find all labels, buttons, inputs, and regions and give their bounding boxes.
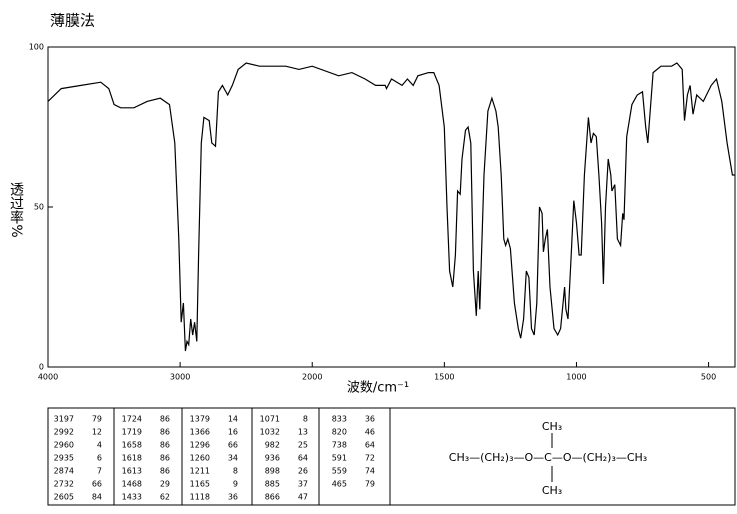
peak-value: 86 (160, 415, 170, 424)
peak-wavenumber: 1468 (122, 480, 142, 489)
peak-wavenumber: 1118 (190, 493, 210, 502)
y-tick-label: 100 (29, 43, 44, 52)
peak-value: 9 (233, 480, 238, 489)
peak-value: 7 (97, 467, 102, 476)
x-tick-label: 4000 (38, 373, 58, 382)
peak-wavenumber: 1260 (190, 454, 210, 463)
peak-wavenumber: 820 (332, 428, 347, 437)
peak-wavenumber: 1366 (190, 428, 210, 437)
peak-wavenumber: 982 (265, 441, 280, 450)
peak-value: 8 (233, 467, 238, 476)
peak-wavenumber: 1032 (260, 428, 280, 437)
peak-value: 74 (365, 467, 375, 476)
peak-value: 79 (365, 480, 375, 489)
peak-value: 79 (92, 415, 102, 424)
peak-wavenumber: 1658 (122, 441, 142, 450)
plot-frame (47, 46, 736, 368)
peak-value: 64 (298, 454, 308, 463)
peak-value: 46 (365, 428, 375, 437)
x-axis-label: 波数/cm⁻¹ (347, 381, 409, 396)
peak-value: 47 (298, 493, 308, 502)
peak-value: 66 (228, 441, 238, 450)
peak-wavenumber: 1724 (122, 415, 142, 424)
structure-main: CH₃—(CH₂)₃—O—C—O—(CH₂)₃—CH₃ (449, 451, 647, 464)
peak-value: 4 (97, 441, 102, 450)
chart-title: 薄膜法 (50, 12, 95, 30)
peak-wavenumber: 2732 (54, 480, 74, 489)
peak-value: 86 (160, 454, 170, 463)
y-axis-label: 透过率% (8, 182, 24, 237)
peak-value: 25 (298, 441, 308, 450)
peak-value: 8 (303, 415, 308, 424)
peak-value: 29 (160, 480, 170, 489)
peak-wavenumber: 465 (332, 480, 347, 489)
peak-wavenumber: 1071 (260, 415, 280, 424)
peak-value: 86 (160, 467, 170, 476)
peak-value: 16 (228, 428, 238, 437)
y-tick-label: 0 (39, 363, 44, 372)
peak-wavenumber: 559 (332, 467, 347, 476)
peak-wavenumber: 866 (265, 493, 280, 502)
peak-wavenumber: 2992 (54, 428, 74, 437)
peak-value: 62 (160, 493, 170, 502)
peak-value: 34 (228, 454, 238, 463)
peak-value: 37 (298, 480, 308, 489)
structure-top: CH₃ (542, 420, 562, 433)
peak-wavenumber: 1211 (190, 467, 210, 476)
x-tick-label: 2000 (302, 373, 322, 382)
peak-value: 64 (365, 441, 375, 450)
peak-wavenumber: 1618 (122, 454, 142, 463)
peak-value: 13 (298, 428, 308, 437)
peak-wavenumber: 2605 (54, 493, 74, 502)
y-tick-label: 50 (34, 203, 44, 212)
structure-bottom: CH₃ (542, 484, 562, 497)
peak-value: 36 (228, 493, 238, 502)
peak-wavenumber: 2874 (54, 467, 74, 476)
peak-wavenumber: 2935 (54, 454, 74, 463)
peak-wavenumber: 3197 (54, 415, 74, 424)
peak-value: 86 (160, 441, 170, 450)
peak-wavenumber: 591 (332, 454, 347, 463)
peak-wavenumber: 1433 (122, 493, 142, 502)
peak-wavenumber: 2960 (54, 441, 74, 450)
x-tick-label: 3000 (170, 373, 190, 382)
table-frame (47, 407, 736, 506)
peak-wavenumber: 833 (332, 415, 347, 424)
peak-wavenumber: 898 (265, 467, 280, 476)
peak-value: 72 (365, 454, 375, 463)
peak-wavenumber: 1296 (190, 441, 210, 450)
spectrum-line (47, 62, 735, 352)
peak-value: 6 (97, 454, 102, 463)
peak-wavenumber: 738 (332, 441, 347, 450)
peak-value: 36 (365, 415, 375, 424)
peak-value: 26 (298, 467, 308, 476)
x-tick-label: 1000 (566, 373, 586, 382)
peak-wavenumber: 1165 (190, 480, 210, 489)
peak-value: 84 (92, 493, 102, 502)
peak-wavenumber: 885 (265, 480, 280, 489)
x-tick-label: 500 (701, 373, 716, 382)
peak-value: 86 (160, 428, 170, 437)
peak-wavenumber: 1613 (122, 467, 142, 476)
peak-value: 14 (228, 415, 238, 424)
peak-value: 12 (92, 428, 102, 437)
peak-wavenumber: 936 (265, 454, 280, 463)
peak-wavenumber: 1719 (122, 428, 142, 437)
peak-wavenumber: 1379 (190, 415, 210, 424)
x-tick-label: 1500 (434, 373, 454, 382)
peak-value: 66 (92, 480, 102, 489)
